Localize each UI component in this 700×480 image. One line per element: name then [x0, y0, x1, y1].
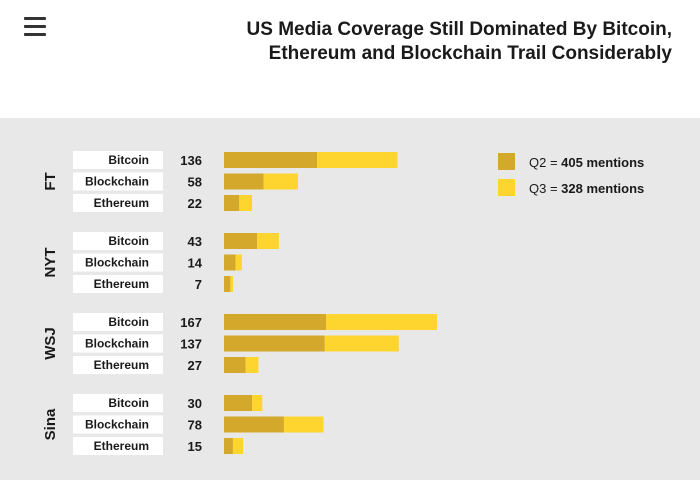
bar-q2	[224, 173, 264, 190]
value-label: 58	[188, 175, 202, 190]
row-label-box	[73, 194, 163, 212]
group-label-wsj: WSJ	[42, 327, 59, 360]
bar-q2	[224, 314, 327, 330]
value-label: 167	[180, 315, 202, 330]
row-label: Bitcoin	[108, 153, 149, 167]
bar-q2	[224, 395, 253, 411]
bar-q3	[257, 233, 279, 249]
chart-title-line2: Ethereum and Blockchain Trail Considerab…	[268, 43, 672, 64]
bar-q3	[232, 438, 244, 454]
row-label: Blockchain	[85, 418, 149, 432]
legend-label-q3: Q3 = 328 mentions	[529, 181, 644, 196]
menu-icon-bar	[24, 17, 46, 20]
row-label: Blockchain	[85, 337, 149, 351]
bar-q2	[224, 416, 284, 433]
row-label-box	[73, 415, 163, 434]
bar-q3	[317, 152, 398, 168]
bar-q3	[235, 254, 242, 271]
row-label-box	[73, 313, 163, 331]
bar-q2	[224, 152, 318, 168]
row-label-box	[73, 356, 163, 374]
value-label: 7	[195, 277, 202, 292]
menu-icon-bar	[24, 25, 46, 28]
legend-value: 405 mentions	[561, 155, 644, 170]
value-label: 137	[180, 337, 202, 352]
row-label: Ethereum	[94, 358, 149, 372]
legend-label-q2: Q2 = 405 mentions	[529, 155, 644, 170]
group-label-nyt: NYT	[42, 248, 59, 278]
row-label: Ethereum	[94, 439, 149, 453]
bar-q3	[283, 416, 324, 433]
row-label-box	[73, 151, 163, 169]
row-label-box	[73, 275, 163, 293]
value-label: 136	[180, 153, 202, 168]
row-label-box	[73, 394, 163, 412]
legend-prefix: Q3 =	[529, 181, 561, 196]
group-label-ft: FT	[42, 172, 59, 190]
row-label-box	[73, 437, 163, 455]
bar-q2	[224, 276, 231, 292]
row-label-box	[73, 172, 163, 191]
row-label-box	[73, 253, 163, 272]
row-label: Blockchain	[85, 175, 149, 189]
bar-q3	[239, 195, 253, 211]
row-label: Bitcoin	[108, 315, 149, 329]
legend-swatch-q3	[498, 179, 515, 196]
row-label: Blockchain	[85, 256, 149, 270]
value-label: 27	[188, 358, 202, 373]
bar-q2	[224, 195, 240, 211]
row-label: Bitcoin	[108, 396, 149, 410]
menu-icon-bar	[24, 33, 46, 36]
value-label: 14	[188, 256, 203, 271]
bar-q3	[245, 357, 259, 373]
chart-title: US Media Coverage Still Dominated By Bit…	[152, 18, 672, 66]
chart-title-line1: US Media Coverage Still Dominated By Bit…	[246, 19, 672, 40]
bar-q2	[224, 357, 246, 373]
menu-icon[interactable]	[24, 17, 46, 41]
row-label: Ethereum	[94, 277, 149, 291]
legend-prefix: Q2 =	[529, 155, 561, 170]
bar-q2	[224, 254, 236, 271]
row-label: Ethereum	[94, 196, 149, 210]
bar-q3	[230, 276, 233, 292]
legend-value: 328 mentions	[561, 181, 644, 196]
bar-q2	[224, 335, 325, 352]
group-label-sina: Sina	[42, 408, 59, 440]
value-label: 22	[188, 196, 202, 211]
row-label-box	[73, 232, 163, 250]
value-label: 78	[188, 418, 202, 433]
row-label-box	[73, 334, 163, 353]
value-label: 30	[188, 396, 202, 411]
bar-q2	[224, 438, 233, 454]
bar-q3	[324, 335, 399, 352]
value-label: 15	[188, 439, 202, 454]
legend-swatch-q2	[498, 153, 515, 170]
row-label: Bitcoin	[108, 234, 149, 248]
value-label: 43	[188, 234, 202, 249]
bar-q3	[326, 314, 437, 330]
bar-q2	[224, 233, 258, 249]
bar-q3	[252, 395, 263, 411]
bar-q3	[263, 173, 298, 190]
